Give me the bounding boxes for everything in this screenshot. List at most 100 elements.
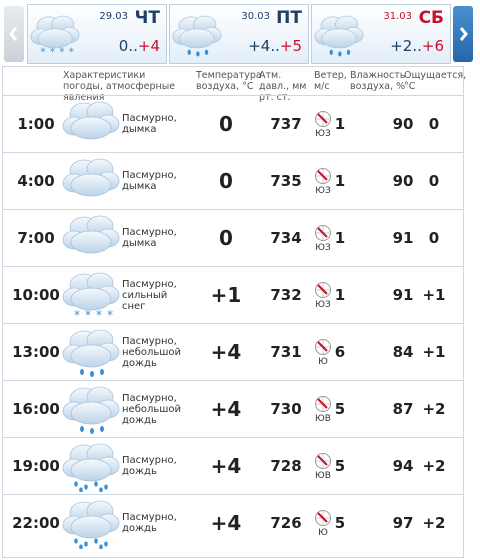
day-card[interactable]: 30.03 ПТ +4..+5 [169, 4, 309, 64]
column-header: Атм. давл., мм рт. ст. [259, 70, 307, 103]
weather-icon [314, 15, 364, 57]
svg-text:*: * [59, 47, 64, 59]
description: Пасмурно, дымка [122, 170, 177, 192]
temperature: +4 [210, 397, 242, 421]
day-icon [172, 7, 222, 67]
description: Пасмурно, дождь [122, 512, 177, 534]
feels-like: 0 [428, 172, 440, 190]
wind-speed: 1 [334, 229, 346, 247]
forecast-row: 7:00 Пасмурно, дымка 0 734 ЮЗ 1 91 0 [2, 209, 464, 266]
compass [315, 111, 331, 127]
day-date: 31.03 [383, 11, 412, 22]
description: Пасмурно, небольшой дождь [122, 392, 182, 426]
feels-like: +1 [422, 286, 446, 304]
pressure: 726 [270, 514, 302, 532]
temp-high: +6 [421, 37, 444, 55]
temperature: +4 [210, 340, 242, 364]
compass [315, 282, 331, 298]
temperature: +4 [210, 454, 242, 478]
forecast-row: 16:00 Пасмурно, небольшой дождь +4 730 ЮВ 5 8… [2, 380, 464, 437]
weather-icon [62, 329, 120, 377]
time: 7:00 [17, 229, 55, 247]
svg-text:*: * [74, 308, 80, 321]
weather-icon-box [62, 326, 120, 382]
compass [315, 225, 331, 241]
weather-icon: * * * * [62, 272, 120, 322]
weather-icon: * * * * [30, 15, 80, 59]
compass [315, 510, 331, 526]
weather-icon-box [62, 497, 120, 553]
forecast-row: 19:00 Пасмурно, дождь +4 728 ЮВ 5 94 +2 [2, 437, 464, 494]
day-date: 30.03 [241, 11, 270, 22]
wind-icon [314, 281, 332, 303]
temperature: +1 [210, 283, 242, 307]
wind-direction: ЮЗ [315, 243, 331, 253]
humidity: 91 [392, 286, 414, 304]
feels-like: 0 [428, 229, 440, 247]
description: Пасмурно, небольшой дождь [122, 335, 182, 369]
pressure: 732 [270, 286, 302, 304]
temperature: 0 [219, 169, 233, 193]
column-header: Влажность воздуха, % [350, 70, 406, 92]
wind-direction: ЮЗ [315, 129, 331, 139]
svg-text:*: * [85, 308, 91, 321]
forecast-row: 4:00 Пасмурно, дымка 0 735 ЮЗ 1 90 0 [2, 152, 464, 209]
weather-icon [62, 158, 120, 197]
day-temp: +2..+6 [390, 37, 444, 55]
prev-icon [9, 27, 18, 41]
day-card[interactable]: 31.03 СБ +2..+6 [311, 4, 451, 64]
weather-icon [172, 15, 222, 57]
wind-speed: 5 [334, 457, 346, 475]
description: Пасмурно, дымка [122, 227, 177, 249]
column-header: Ветер, м/с [314, 70, 347, 92]
next-arrow[interactable] [453, 6, 473, 62]
forecast-row: 1:00 Пасмурно, дымка 0 737 ЮЗ 1 90 0 [2, 95, 464, 152]
humidity: 90 [392, 172, 414, 190]
wind-direction: ЮЗ [315, 300, 331, 310]
feels-like: 0 [428, 115, 440, 133]
day-icon: * * * * [30, 7, 80, 67]
forecast-row: 10:00 * * * * Пасмурно, сильный снег +1 732 ЮЗ 1… [2, 266, 464, 323]
time: 10:00 [12, 286, 60, 304]
temperature: +4 [210, 511, 242, 535]
wind-icon [314, 110, 332, 132]
day-icon [314, 7, 364, 67]
svg-text:*: * [96, 308, 102, 321]
weather-icon [62, 386, 120, 434]
forecast-row: 22:00 Пасмурно, дождь +4 726 Ю 5 97 +2 [2, 494, 464, 551]
wind-speed: 1 [334, 115, 346, 133]
next-icon [459, 27, 468, 41]
description: Пасмурно, сильный снег [122, 278, 177, 312]
table-frame [2, 66, 464, 558]
column-header: Ощущается, °С [404, 70, 467, 92]
day-name: ПТ [276, 8, 302, 28]
svg-text:*: * [107, 308, 113, 321]
time: 16:00 [12, 400, 60, 418]
wind-icon [314, 509, 332, 531]
wind-direction: ЮЗ [315, 186, 331, 196]
humidity: 84 [392, 343, 414, 361]
description: Пасмурно, дождь [122, 455, 177, 477]
weather-icon [62, 443, 120, 493]
weather-icon-box: * * * * [62, 269, 120, 325]
column-header: Температура воздуха, °С [196, 70, 262, 92]
humidity: 90 [392, 115, 414, 133]
prev-arrow[interactable] [4, 6, 24, 62]
wind-direction: Ю [318, 528, 328, 538]
day-date: 29.03 [99, 11, 128, 22]
wind-icon [314, 452, 332, 474]
time: 4:00 [17, 172, 55, 190]
wind-speed: 5 [334, 400, 346, 418]
feels-like: +2 [422, 400, 446, 418]
pressure: 731 [270, 343, 302, 361]
wind-icon [314, 167, 332, 189]
temp-high: +4 [137, 37, 160, 55]
temperature: 0 [219, 112, 233, 136]
day-card[interactable]: * * * * 29.03 ЧТ 0..+4 [27, 4, 167, 64]
feels-like: +2 [422, 514, 446, 532]
pressure: 735 [270, 172, 302, 190]
temp-low: +4.. [248, 37, 280, 55]
wind-direction: ЮВ [315, 414, 331, 424]
humidity: 91 [392, 229, 414, 247]
